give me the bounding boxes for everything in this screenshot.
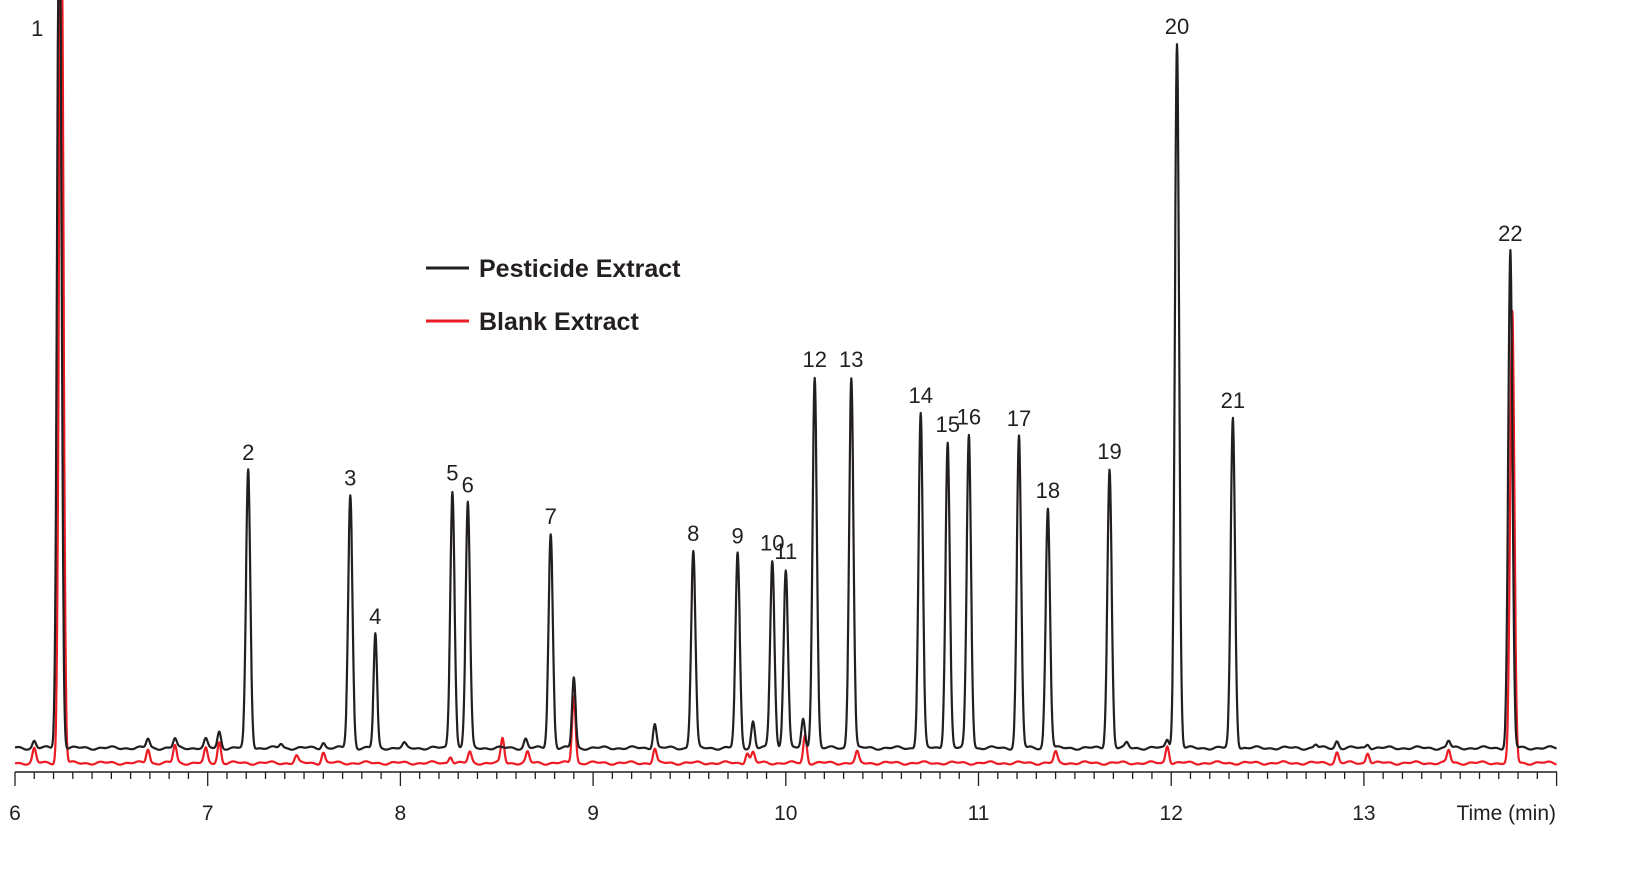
x-tick-label: 6 bbox=[9, 802, 21, 825]
x-tick-label: 8 bbox=[395, 802, 407, 825]
peak-label: 10 bbox=[760, 531, 784, 556]
peak-label: 16 bbox=[957, 405, 981, 430]
peak-label: 6 bbox=[462, 472, 474, 497]
peak-label: 15 bbox=[935, 412, 959, 437]
peak-label: 2 bbox=[242, 440, 254, 465]
x-tick-label: 7 bbox=[202, 802, 214, 825]
peak-label: 1 bbox=[31, 16, 43, 41]
x-tick-label: 12 bbox=[1160, 802, 1183, 825]
peak-label: 20 bbox=[1165, 14, 1189, 39]
legend-item-pesticide: Pesticide Extract bbox=[426, 255, 681, 283]
x-tick-label: 9 bbox=[587, 802, 599, 825]
peak-label: 13 bbox=[839, 347, 863, 372]
x-ticks: 6 7 8 9 10 11 12 13 bbox=[9, 772, 1558, 825]
peak-label: 11 bbox=[774, 539, 797, 564]
peak-label: 14 bbox=[908, 383, 932, 408]
peak-label: 7 bbox=[545, 504, 557, 529]
legend-label-pesticide: Pesticide Extract bbox=[479, 255, 681, 283]
legend-item-blank: Blank Extract bbox=[426, 308, 639, 336]
peak-label: 5 bbox=[446, 460, 458, 485]
x-axis-label: Time (min) bbox=[1456, 802, 1556, 825]
peak-label: 9 bbox=[731, 524, 743, 549]
blank-extract-trace bbox=[14, 0, 1558, 766]
peak-label: 21 bbox=[1221, 388, 1245, 413]
peak-label: 3 bbox=[344, 465, 356, 490]
peak-label: 4 bbox=[369, 604, 381, 629]
x-tick-label: 13 bbox=[1352, 802, 1375, 825]
peak-label: 18 bbox=[1036, 478, 1060, 503]
peak-label: 22 bbox=[1498, 221, 1522, 246]
x-tick-label: 11 bbox=[968, 802, 990, 825]
legend-label-blank: Blank Extract bbox=[479, 308, 639, 336]
pesticide-extract-trace bbox=[14, 0, 1558, 751]
x-tick-label: 10 bbox=[774, 802, 797, 825]
peak-label: 12 bbox=[802, 347, 826, 372]
traces bbox=[14, 0, 1558, 766]
legend: Pesticide Extract Blank Extract bbox=[426, 255, 681, 336]
peak-label: 17 bbox=[1007, 406, 1031, 431]
peak-label: 8 bbox=[687, 521, 699, 546]
peak-label: 19 bbox=[1097, 439, 1121, 464]
